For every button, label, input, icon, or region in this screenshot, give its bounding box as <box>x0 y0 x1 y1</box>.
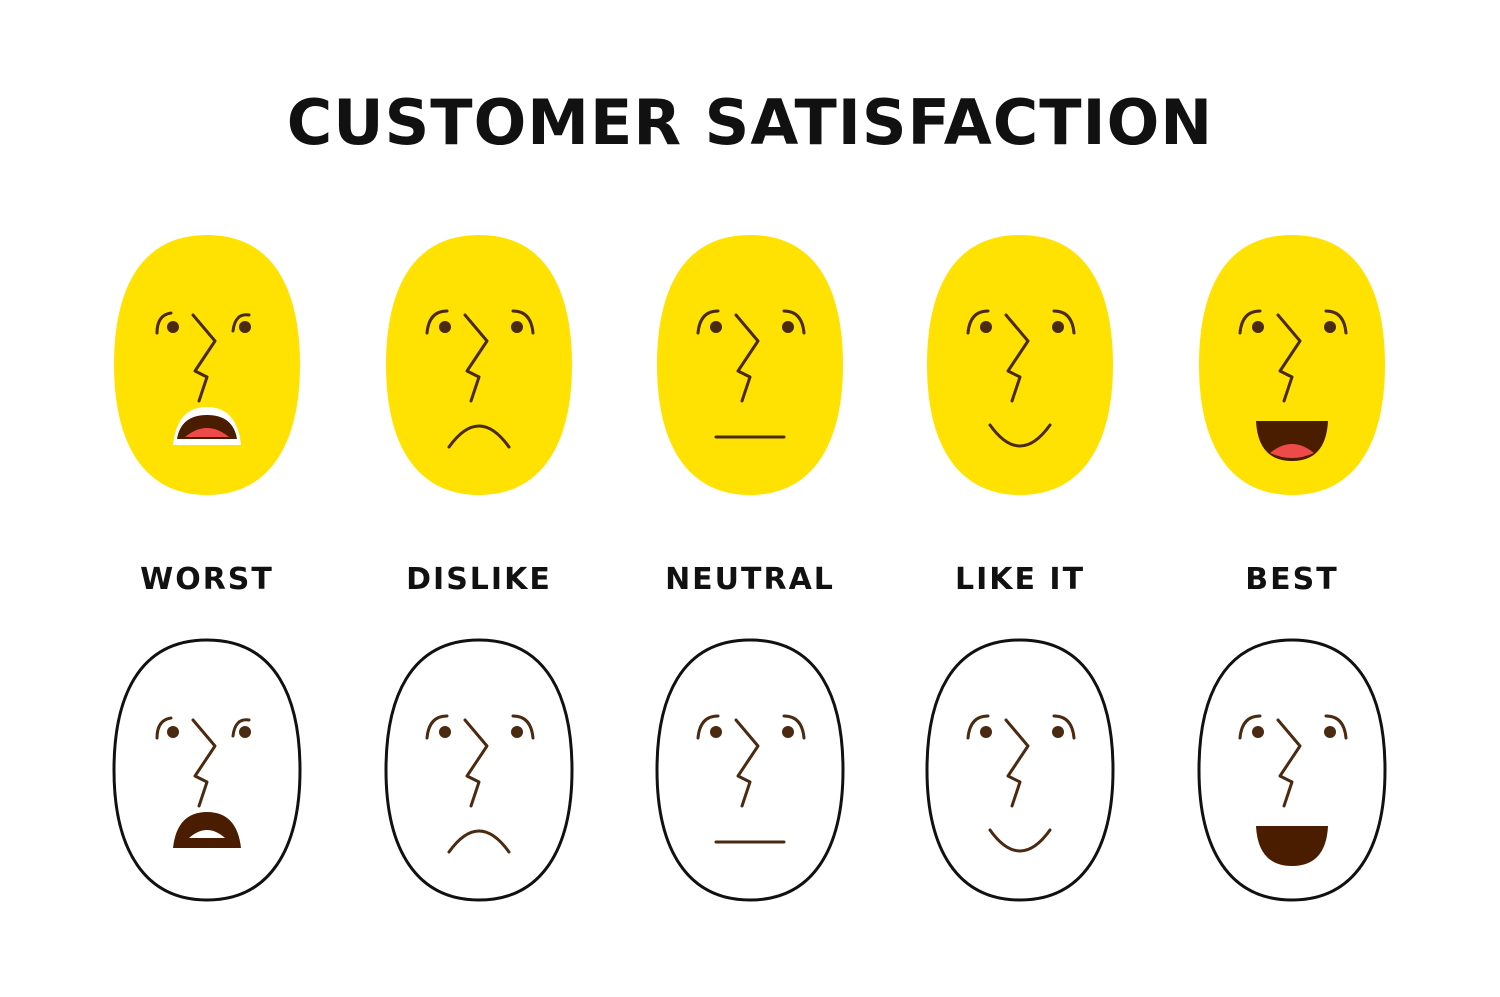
face-shape <box>925 638 1115 902</box>
nose <box>1276 313 1302 403</box>
right-brow <box>511 309 535 335</box>
nose <box>1004 313 1030 403</box>
mouth <box>447 829 511 854</box>
left-brow <box>155 311 173 335</box>
left-eye <box>439 321 451 333</box>
yellow-faces-row <box>114 235 1385 495</box>
left-brow <box>1238 714 1262 740</box>
left-eye <box>710 726 722 738</box>
right-brow <box>1324 309 1348 335</box>
face-shape <box>386 235 572 495</box>
right-brow <box>231 718 251 738</box>
rating-label-dislike: DISLIKE <box>406 562 552 597</box>
nose <box>463 718 489 808</box>
right-brow <box>511 714 535 740</box>
right-brow <box>1324 714 1348 740</box>
nose <box>734 313 760 403</box>
page-title: CUSTOMER SATISFACTION <box>286 86 1214 159</box>
dislike-outline-face-icon <box>384 638 574 902</box>
left-eye <box>980 726 992 738</box>
neutral-outline-face-icon <box>655 638 845 902</box>
face-shape <box>657 235 843 495</box>
like-face-icon <box>927 235 1113 495</box>
right-eye <box>511 321 523 333</box>
right-eye <box>782 321 794 333</box>
tongue <box>185 428 229 437</box>
dislike-face-icon <box>386 235 572 495</box>
rating-label-best: BEST <box>1245 562 1339 597</box>
left-brow <box>425 714 449 740</box>
left-brow <box>966 714 990 740</box>
right-brow <box>782 714 806 740</box>
face-shape <box>655 638 845 902</box>
left-eye <box>980 321 992 333</box>
left-brow <box>696 309 720 335</box>
left-brow <box>155 716 173 740</box>
worst-face-icon <box>114 235 300 495</box>
right-brow <box>231 313 251 333</box>
right-brow <box>1052 714 1076 740</box>
like-outline-face-icon <box>925 638 1115 902</box>
left-eye <box>1252 321 1264 333</box>
left-eye <box>710 321 722 333</box>
best-outline-face-icon <box>1197 638 1387 902</box>
nose <box>191 718 217 808</box>
rating-label-like-it: LIKE IT <box>954 562 1086 597</box>
left-eye <box>167 726 179 738</box>
nose <box>1004 718 1030 808</box>
face-shape <box>112 638 302 902</box>
neutral-face-icon <box>657 235 843 495</box>
nose <box>463 313 489 403</box>
tongue <box>1270 444 1314 458</box>
left-eye <box>439 726 451 738</box>
face-shape <box>384 638 574 902</box>
right-eye <box>1052 726 1064 738</box>
right-eye <box>239 726 251 738</box>
outline-faces-row <box>112 638 1387 902</box>
mouth <box>447 424 511 449</box>
left-eye <box>1252 726 1264 738</box>
right-eye <box>782 726 794 738</box>
left-eye <box>167 321 179 333</box>
mouth <box>988 423 1052 448</box>
mouth <box>988 828 1052 853</box>
worst-outline-face-icon <box>112 638 302 902</box>
face-shape <box>114 235 300 495</box>
face-shape <box>1197 638 1387 902</box>
face-shape <box>1199 235 1385 495</box>
left-brow <box>966 309 990 335</box>
nose <box>191 313 217 403</box>
right-eye <box>239 321 251 333</box>
mouth-teeth <box>189 830 225 838</box>
face-shape <box>927 235 1113 495</box>
nose <box>734 718 760 808</box>
nose <box>1276 718 1302 808</box>
left-brow <box>696 714 720 740</box>
best-face-icon <box>1199 235 1385 495</box>
right-eye <box>1324 321 1336 333</box>
rating-label-neutral: NEUTRAL <box>665 562 835 597</box>
right-brow <box>782 309 806 335</box>
right-brow <box>1052 309 1076 335</box>
rating-label-worst: WORST <box>140 562 274 597</box>
right-eye <box>1324 726 1336 738</box>
mouth <box>1256 826 1328 866</box>
right-eye <box>511 726 523 738</box>
left-brow <box>1238 309 1262 335</box>
right-eye <box>1052 321 1064 333</box>
left-brow <box>425 309 449 335</box>
